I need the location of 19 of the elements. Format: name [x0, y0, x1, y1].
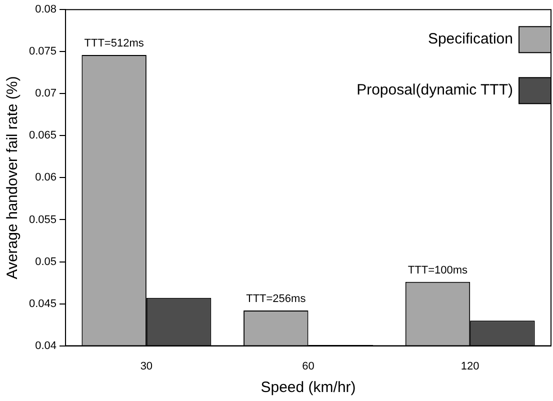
y-tick-label: 0.045	[28, 298, 57, 310]
annotation: TTT=512ms	[84, 38, 144, 50]
y-tick-label: 0.08	[35, 4, 57, 16]
x-tick-label: 60	[302, 360, 314, 372]
y-axis-title: Average handover fail rate (%)	[4, 76, 22, 280]
y-tick-label: 0.055	[28, 214, 57, 226]
x-axis-title: Speed (km/hr)	[260, 379, 356, 396]
y-tick-label: 0.07	[35, 88, 57, 100]
y-tick-label: 0.065	[28, 130, 57, 142]
annotation: TTT=100ms	[408, 264, 468, 276]
x-tick-label: 120	[460, 360, 480, 372]
y-tick-label: 0.05	[35, 256, 57, 268]
y-tick-label: 0.075	[28, 46, 57, 58]
annotation: TTT=256ms	[246, 293, 306, 306]
legend-label: Proposal(dynamic TTT)	[356, 82, 513, 99]
y-tick-label: 0.04	[35, 340, 57, 352]
x-tick-label: 30	[140, 360, 153, 372]
legend-label: Specification	[428, 30, 513, 48]
y-tick-label: 0.06	[35, 172, 57, 184]
